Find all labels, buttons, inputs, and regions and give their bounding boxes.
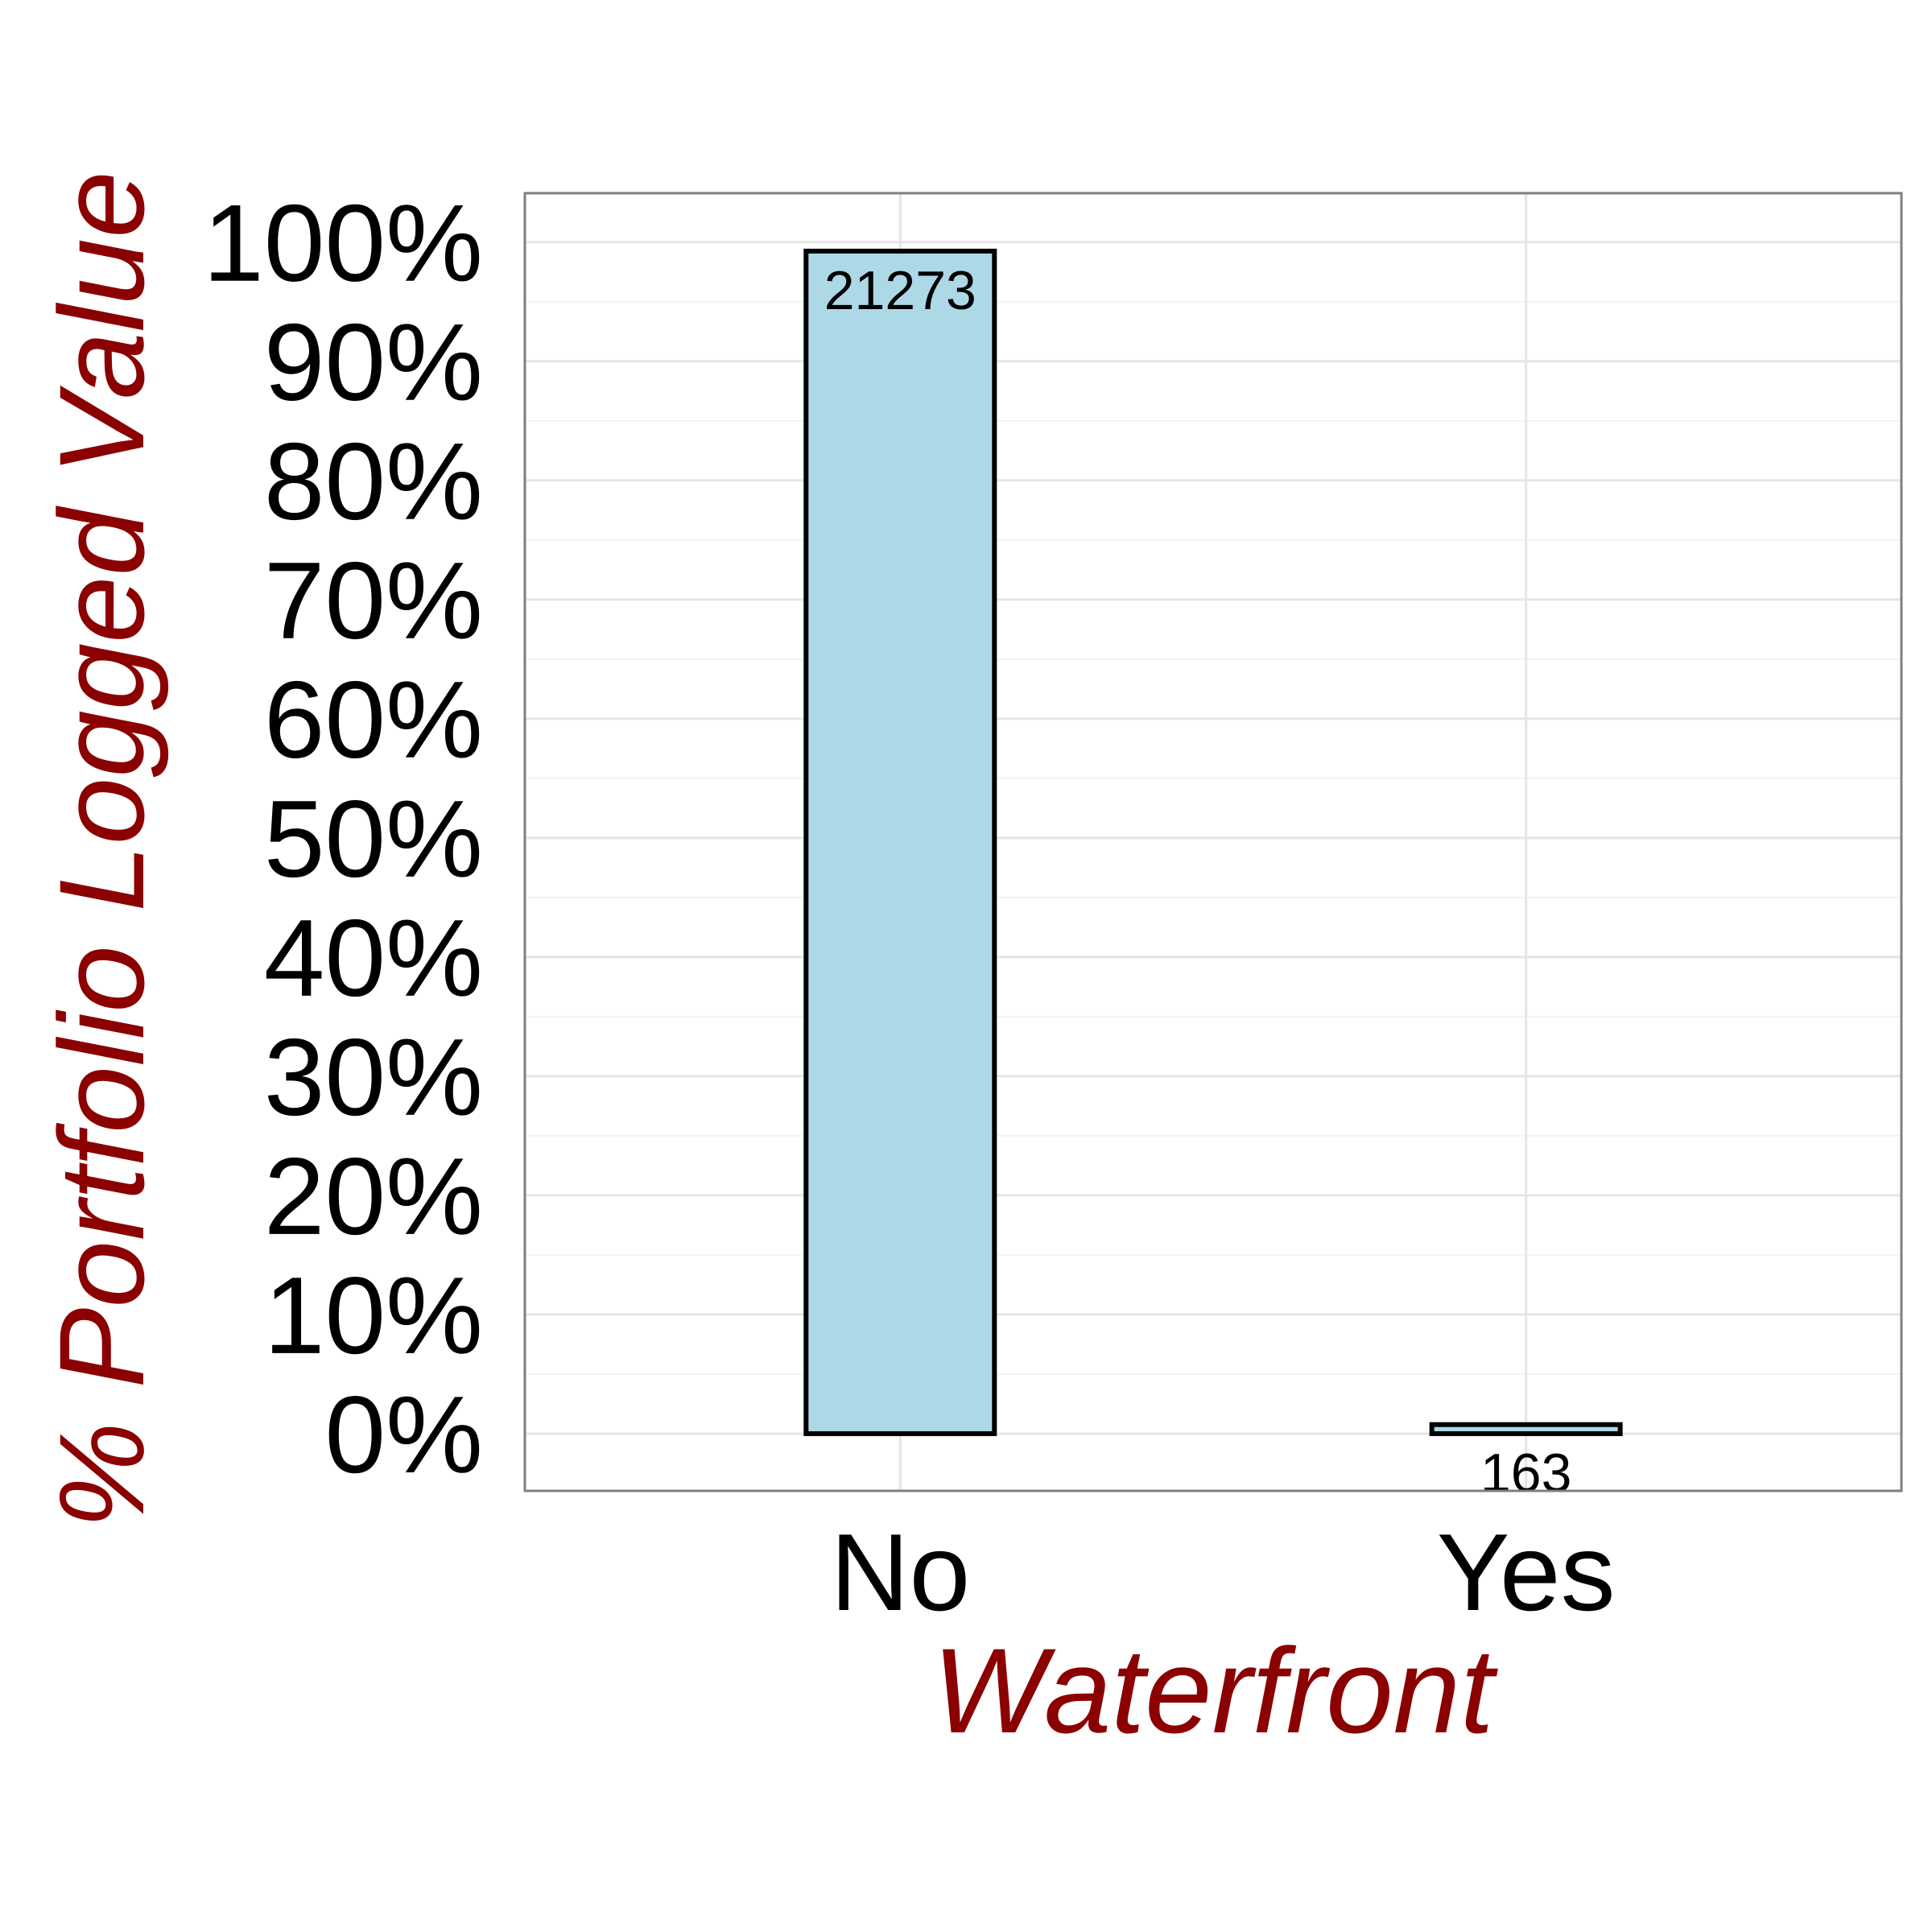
- y-tick-label: 40%: [264, 897, 483, 1019]
- grid-lines: [525, 193, 1901, 1491]
- y-tick-label: 0%: [324, 1373, 483, 1496]
- bars: [803, 248, 1623, 1436]
- bar-yes: [1429, 1422, 1623, 1436]
- y-tick-label: 60%: [264, 658, 483, 781]
- y-tick-label: 30%: [264, 1016, 483, 1138]
- data-label-yes: 163: [1480, 1443, 1571, 1504]
- y-axis-title: % Portfolio Logged Value: [34, 171, 169, 1529]
- x-tick-labels: No Yes: [830, 1511, 1615, 1633]
- bar-no: [803, 248, 997, 1436]
- panel-border: [523, 192, 1903, 1492]
- data-label-no: 21273: [824, 260, 976, 321]
- y-tick-label: 50%: [264, 778, 483, 900]
- x-axis-title: Waterfront: [932, 1623, 1498, 1758]
- y-tick-label: 100%: [203, 182, 483, 304]
- y-tick-label: 90%: [264, 301, 483, 423]
- y-tick-label: 20%: [264, 1135, 483, 1257]
- y-tick-label: 70%: [264, 539, 483, 662]
- y-tick-label: 10%: [264, 1254, 483, 1377]
- y-tick-labels: 0%10%20%30%40%50%60%70%80%90%100%: [203, 182, 483, 1496]
- x-tick-label: Yes: [1437, 1511, 1616, 1633]
- data-labels: 21273 163: [824, 260, 1572, 1504]
- x-tick-label: No: [830, 1511, 970, 1633]
- y-tick-label: 80%: [264, 420, 483, 543]
